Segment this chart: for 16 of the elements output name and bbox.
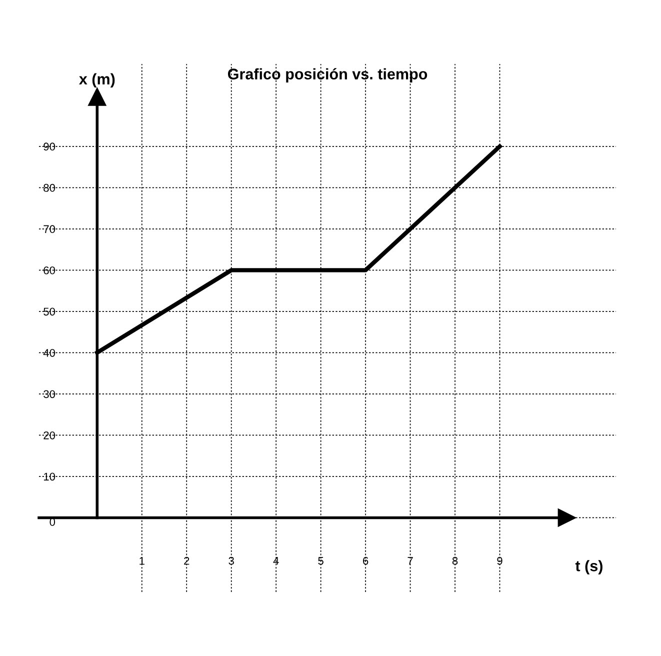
- y-tick-label: 30: [44, 390, 56, 398]
- chart-title: Grafico posición vs. tiempo: [228, 68, 428, 82]
- y-tick-label: 10: [44, 472, 56, 481]
- y-tick-label: 60: [44, 266, 56, 274]
- y-tick-label: 90: [44, 142, 56, 151]
- x-tick-label: 4: [273, 557, 279, 565]
- x-axis-title: t (s): [575, 560, 602, 574]
- y-tick-label: 70: [44, 225, 56, 234]
- y-tick-label: 20: [44, 431, 56, 440]
- y-tick-label: 80: [44, 184, 56, 192]
- x-tick-label: 6: [363, 556, 368, 565]
- y-tick-label: 50: [44, 308, 56, 316]
- x-tick-label: 5: [318, 557, 324, 565]
- y-axis-title: x (m): [79, 73, 115, 88]
- y-tick-label: 40: [43, 348, 56, 357]
- x-tick-label: 8: [452, 556, 458, 565]
